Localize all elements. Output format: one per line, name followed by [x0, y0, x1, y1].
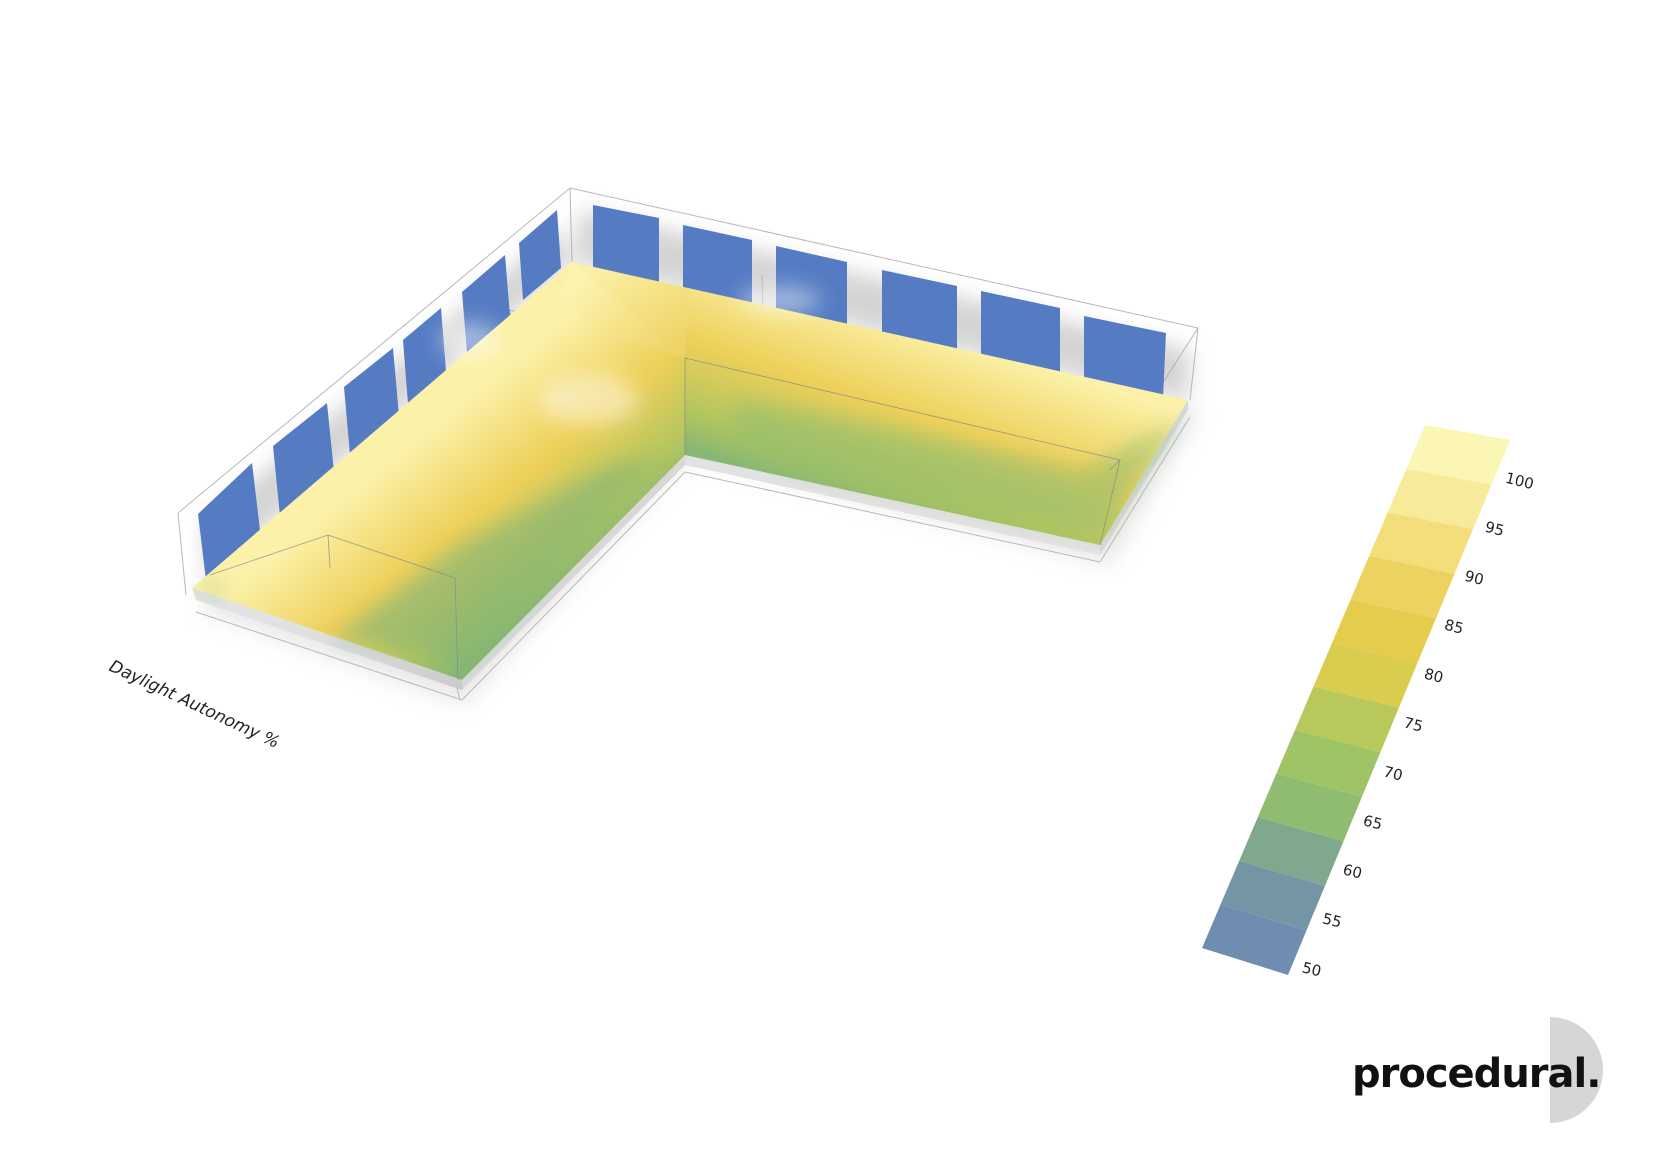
legend-band	[1369, 512, 1473, 574]
legend-tick-label: 75	[1402, 714, 1425, 736]
window-panel	[882, 270, 957, 351]
logo-half-circle	[1550, 1017, 1603, 1123]
window-light-spots	[440, 286, 820, 425]
window-panel	[981, 291, 1060, 373]
diagram-caption: Daylight Autonomy %	[106, 656, 283, 753]
window-panel	[198, 463, 260, 580]
legend-band	[1387, 468, 1492, 530]
window-panel	[273, 403, 334, 516]
legend-tick-label: 60	[1341, 861, 1364, 883]
floor-slab-edge	[462, 455, 685, 690]
legend-band	[1257, 773, 1362, 842]
legend-band	[1276, 730, 1381, 797]
legend-colorbar	[1202, 425, 1510, 975]
brand-logo: procedural.	[1352, 1010, 1653, 1130]
floor-wireframe	[209, 357, 1121, 681]
legend-tick-label: 55	[1321, 909, 1344, 931]
legend-tick-label: 65	[1361, 812, 1384, 834]
window-panels-top	[593, 205, 1166, 398]
floor-corner	[560, 262, 690, 358]
window-panel	[344, 348, 399, 455]
legend-band	[1239, 817, 1344, 886]
legend-tick-label: 100	[1504, 469, 1536, 493]
legend-tick-label: 90	[1463, 567, 1486, 589]
floor-slab-edge	[685, 455, 1100, 555]
window-panel	[683, 225, 752, 305]
legend-tick-label: 80	[1422, 665, 1445, 687]
legend-band	[1294, 686, 1399, 753]
floor-left-wing	[192, 262, 685, 680]
legend-tick-label: 95	[1483, 518, 1506, 540]
legend-band	[1406, 425, 1510, 485]
legend-band	[1220, 860, 1325, 931]
window-panel	[1084, 316, 1166, 398]
window-panel	[593, 205, 659, 284]
legend-tick-label: 50	[1300, 958, 1323, 980]
legend-band	[1202, 904, 1307, 975]
legend-ticks: 50 55 60 65 70 75 80 85 90 95 100	[1300, 469, 1535, 981]
slab-shade	[192, 588, 462, 690]
legend-band	[1313, 642, 1418, 708]
brand-wordmark: procedural.	[1352, 1051, 1600, 1097]
legend-band	[1332, 599, 1436, 663]
low-daylight-zones	[200, 400, 1180, 665]
legend-band	[1350, 555, 1455, 619]
legend-tick-label: 85	[1443, 616, 1466, 638]
window-panel	[519, 210, 561, 300]
legend-tick-label: 70	[1382, 763, 1405, 785]
